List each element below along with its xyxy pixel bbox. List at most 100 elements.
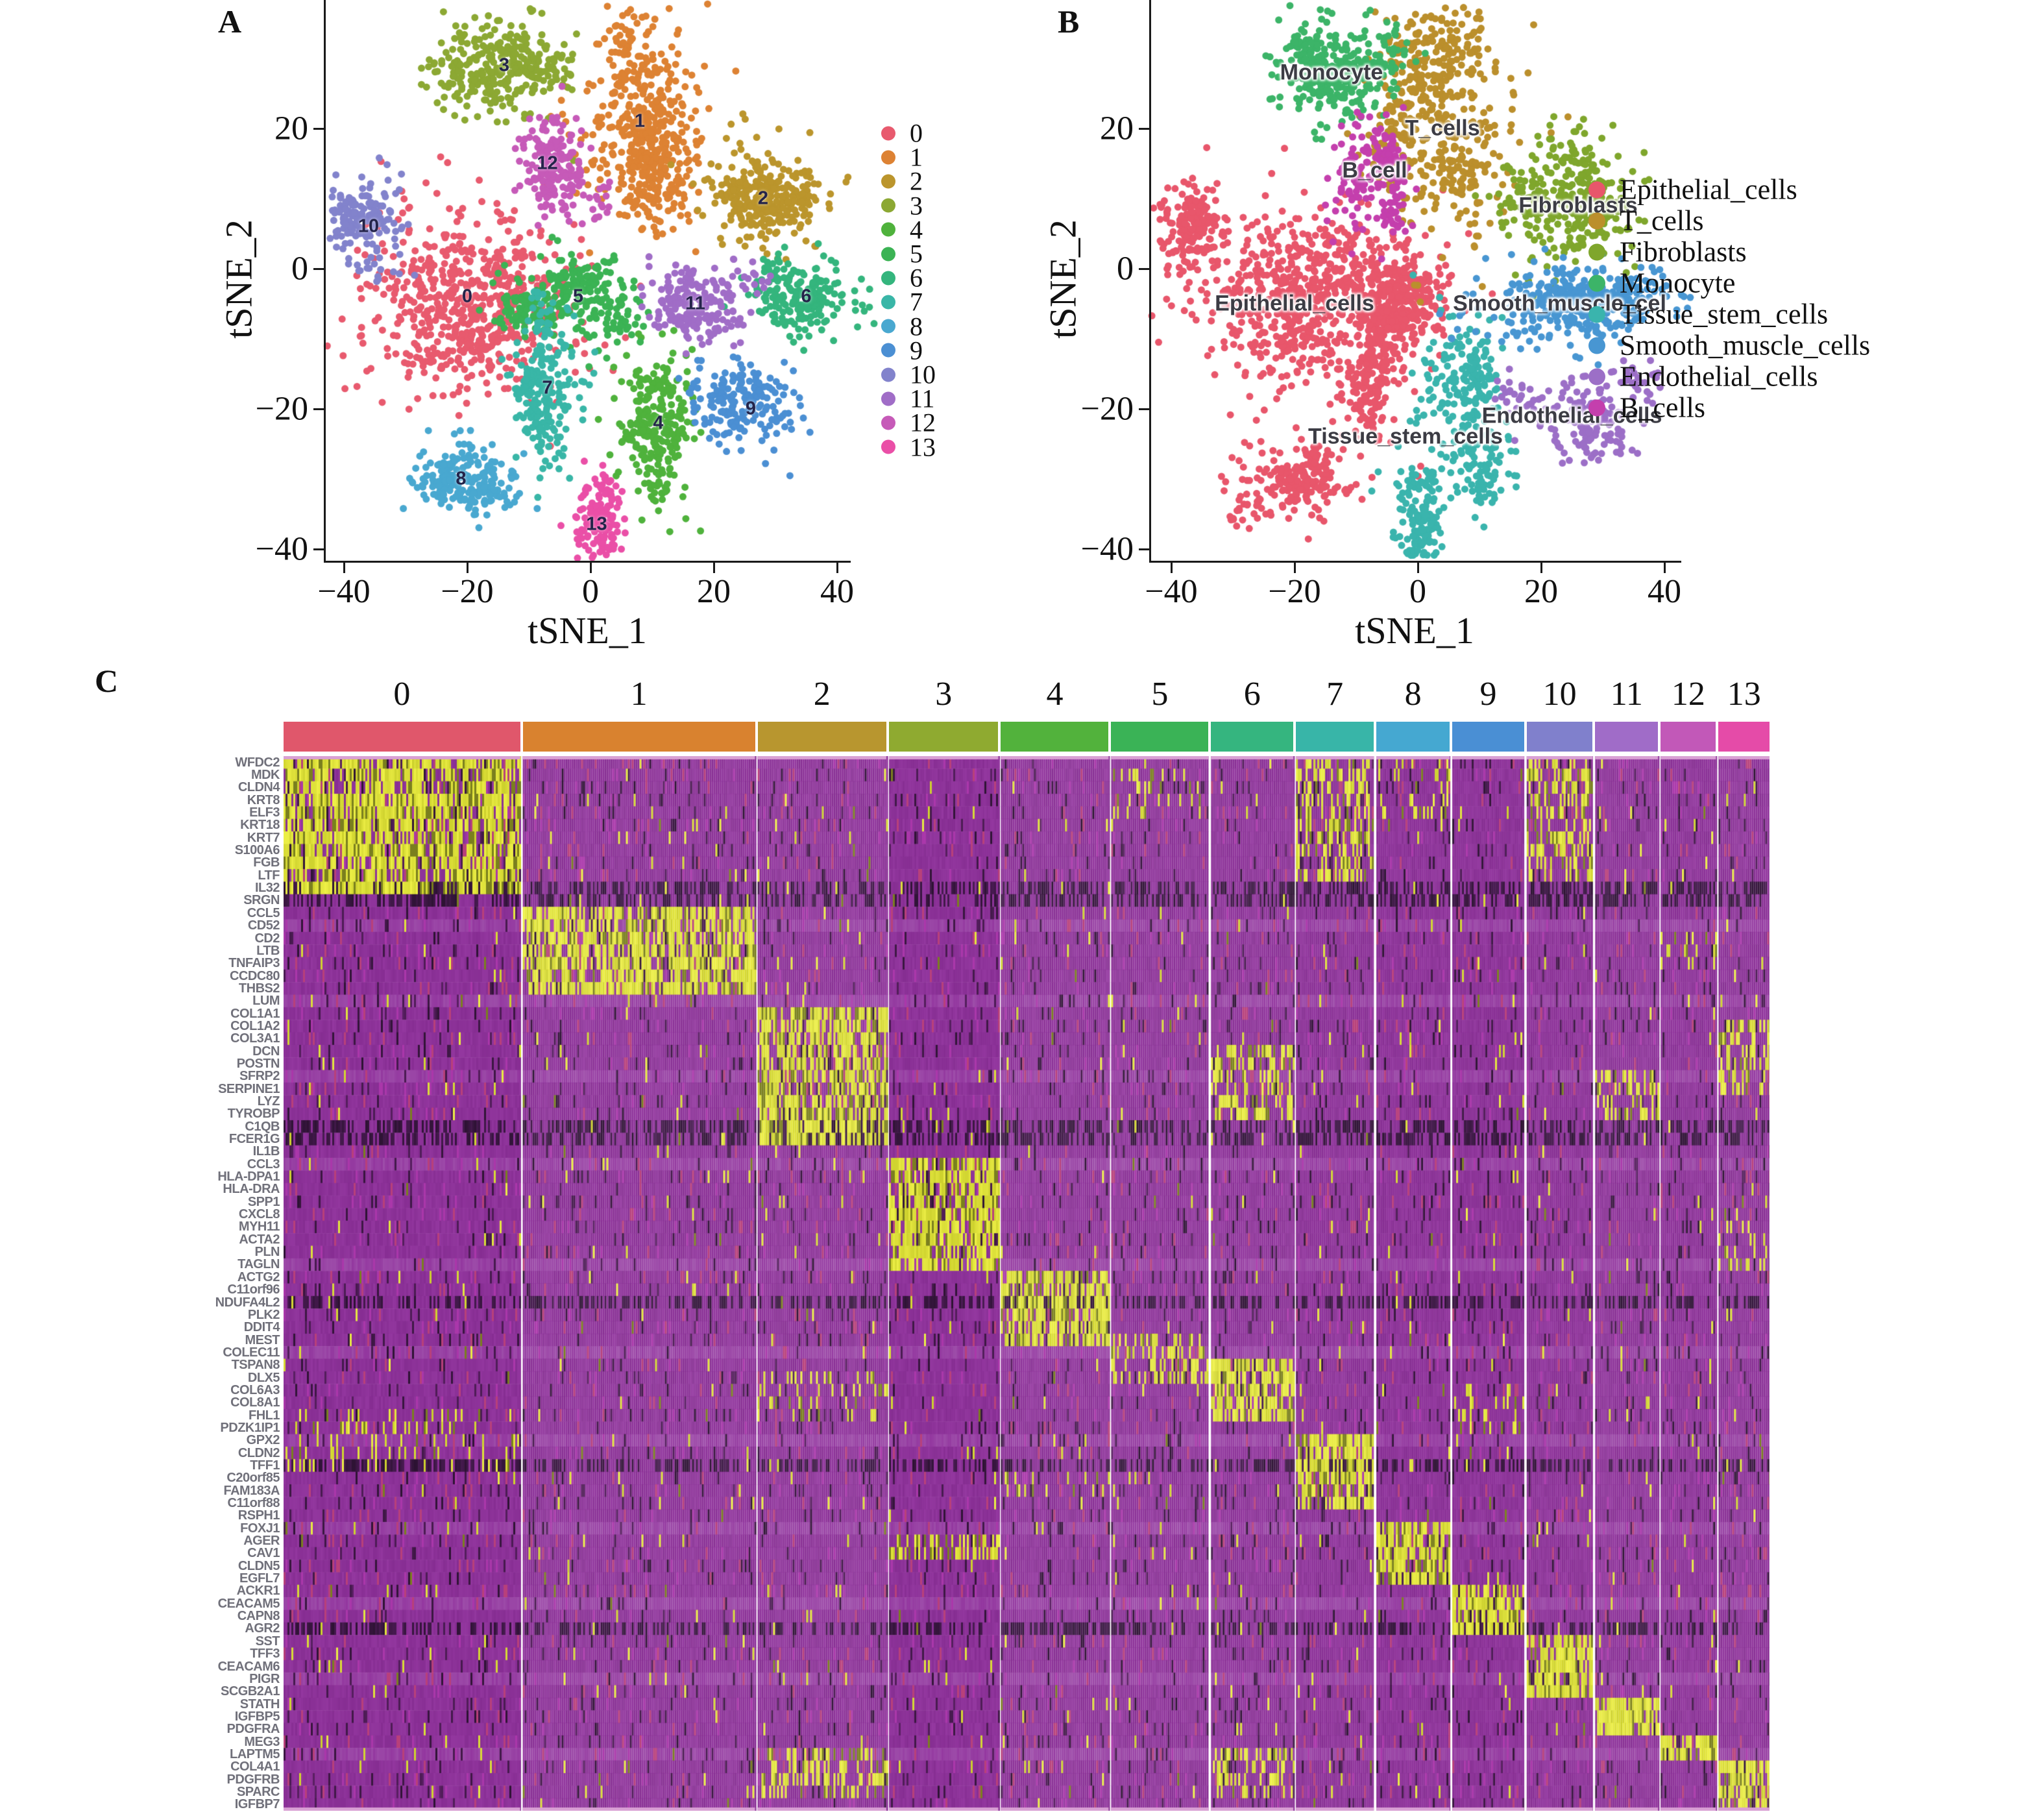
gene-label: KRT7 [247,830,280,845]
gene-label: WFDC2 [235,755,280,770]
gene-label: TAGLN [237,1257,280,1272]
gene-label: COL3A1 [230,1031,280,1046]
gene-label: MEST [245,1332,280,1347]
gene-label: CEACAM6 [217,1659,280,1674]
gene-label: THBS2 [238,981,280,996]
heatmap-cluster-bar [1595,722,1659,752]
legend-label: 5 [910,239,923,269]
heatmap-column-header: 3 [935,676,953,713]
legend-item: 13 [881,432,936,462]
panel-b-y-title: tSNE_2 [1041,219,1084,339]
gene-label: DDIT4 [243,1320,280,1335]
heatmap-column-header: 4 [1046,676,1064,713]
heatmap-column-header: 10 [1542,676,1577,713]
legend-dot-icon [1588,181,1605,198]
legend-label: 2 [910,166,923,196]
gene-label: HLA-DPA1 [217,1170,280,1184]
cluster-number-label: 10 [358,215,380,237]
cluster-number-label: 3 [498,55,510,76]
gene-label: LUM [252,994,280,1009]
cluster-number-label: 8 [456,468,467,489]
panel-b-y-axis-line [1149,0,1151,562]
gene-label: CCL5 [247,905,280,920]
legend-dot-icon [1588,337,1605,354]
cluster-number-label: 5 [572,286,584,307]
panel-b-x-title: tSNE_1 [1355,609,1474,652]
legend-dot-icon [881,319,895,334]
legend-label: 3 [910,191,923,221]
y-tick [313,548,324,550]
legend-dot-icon [881,391,895,406]
heatmap-column-header: 7 [1326,676,1344,713]
legend-label: Epithelial_cells [1620,173,1797,206]
legend-dot-icon [881,222,895,237]
gene-label: PIGR [249,1671,280,1686]
x-tick-label: 40 [820,573,854,610]
cluster-number-label: 1 [634,110,646,132]
x-tick-label: 40 [1648,573,1681,610]
legend-item: 7 [881,287,923,317]
legend-dot-icon [881,174,895,189]
gene-label: CCDC80 [229,968,280,983]
legend-item: B_cells [1588,391,1705,424]
cell-type-label: Epithelial_cells [1215,291,1374,316]
x-tick-label: −20 [1268,573,1321,610]
gene-label: IGFBP7 [234,1797,280,1812]
gene-label: CLDN2 [237,1445,280,1460]
heatmap-cluster-bar [757,722,886,752]
gene-label: FHL1 [249,1408,280,1423]
x-tick-label: 0 [582,573,599,610]
gene-label: TFF1 [250,1458,280,1473]
gene-label: LTB [256,943,280,958]
legend-dot-icon [881,150,895,165]
legend-item: T_cells [1588,204,1704,238]
gene-label: ACTA2 [239,1232,280,1247]
gene-label: TNFAIP3 [228,956,280,971]
gene-label: C11orf88 [227,1496,280,1511]
cluster-number-label: 4 [653,412,664,434]
legend-label: 0 [910,118,923,148]
legend-item: 8 [881,311,923,341]
cluster-number-label: 9 [745,398,757,419]
gene-label: HLA-DRA [223,1182,280,1197]
y-tick-label: −20 [255,390,308,428]
panel-a-x-title: tSNE_1 [528,609,647,652]
gene-label: ACTG2 [237,1269,280,1284]
gene-label: COL4A1 [230,1759,280,1774]
panel-a-x-axis-line [324,561,851,563]
gene-label: SPP1 [247,1194,280,1209]
y-tick-label: 20 [274,110,308,147]
cell-type-label: Tissue_stem_cells [1308,424,1503,449]
legend-label: 12 [910,408,936,437]
cluster-number-label: 0 [461,286,473,307]
gene-label: IL32 [254,881,280,896]
legend-dot-icon [881,295,895,310]
tsne-b-canvas [1019,0,2044,649]
heatmap-cluster-bar [522,722,755,752]
cell-type-label: T_cells [1405,116,1480,141]
gene-label: ELF3 [249,805,280,820]
panel-c-letter: C [95,663,119,699]
heatmap-canvas [284,756,1770,1811]
legend-label: 13 [910,432,936,462]
y-tick-label: 0 [1117,250,1134,288]
legend-dot-icon [1588,306,1605,323]
x-tick [713,563,715,573]
gene-label: CAV1 [247,1546,280,1561]
x-tick [836,563,838,573]
gene-label: ACKR1 [236,1584,280,1599]
legend-label: 11 [910,384,935,413]
y-tick-label: 20 [1100,110,1134,147]
cell-type-label: Monocyte [1280,60,1383,85]
legend-dot-icon [881,271,895,286]
x-tick [467,563,468,573]
gene-label: SST [255,1634,280,1649]
heatmap-column-header: 13 [1727,676,1761,713]
gene-label: CD2 [254,931,280,946]
legend-item: 12 [881,408,936,438]
panel-a-y-title: tSNE_2 [217,219,260,339]
legend-item: 6 [881,263,923,293]
gene-label: TSPAN8 [231,1358,280,1373]
gene-label: CXCL8 [238,1207,280,1222]
heatmap-cluster-bar [1211,722,1294,752]
